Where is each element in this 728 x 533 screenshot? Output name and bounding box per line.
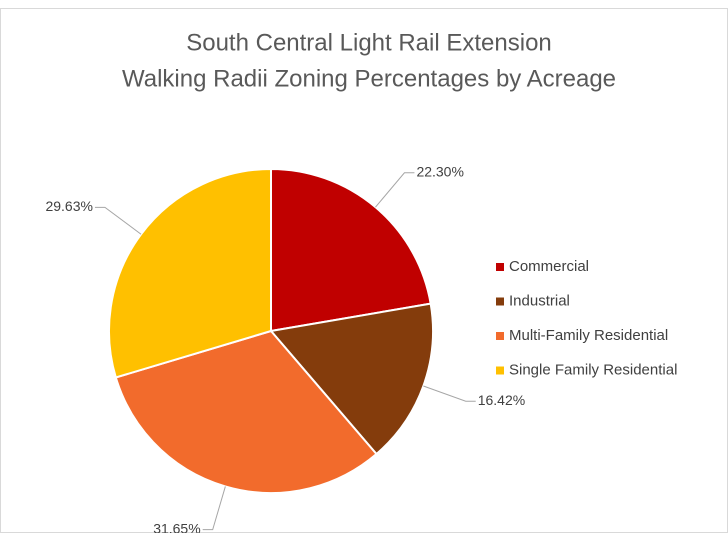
legend-label: Industrial [509, 292, 570, 309]
pie-slice [269, 302, 434, 456]
leader-line [375, 172, 415, 208]
chart-subtitle: Walking Radii Zoning Percentages by Acre… [122, 65, 616, 92]
pie-slice [114, 329, 378, 494]
pie-slice [270, 167, 432, 333]
leader-line [202, 486, 226, 531]
legend-swatch [496, 297, 504, 306]
data-label: 22.30% [416, 163, 463, 179]
chart-title: South Central Light Rail Extension [186, 29, 552, 56]
legend-label: Commercial [509, 258, 589, 275]
legend-swatch [496, 332, 504, 340]
legend-label: Single Family Residential [509, 361, 677, 378]
legend-swatch [496, 263, 504, 271]
legend-label: Multi-Family Residential [509, 327, 668, 344]
pie-slice [108, 167, 272, 379]
leader-line [94, 206, 142, 235]
data-label: 31.65% [153, 520, 200, 533]
data-label: 29.63% [45, 198, 92, 214]
data-label: 16.42% [478, 392, 525, 408]
leader-line [423, 385, 476, 402]
legend-swatch [496, 366, 504, 375]
